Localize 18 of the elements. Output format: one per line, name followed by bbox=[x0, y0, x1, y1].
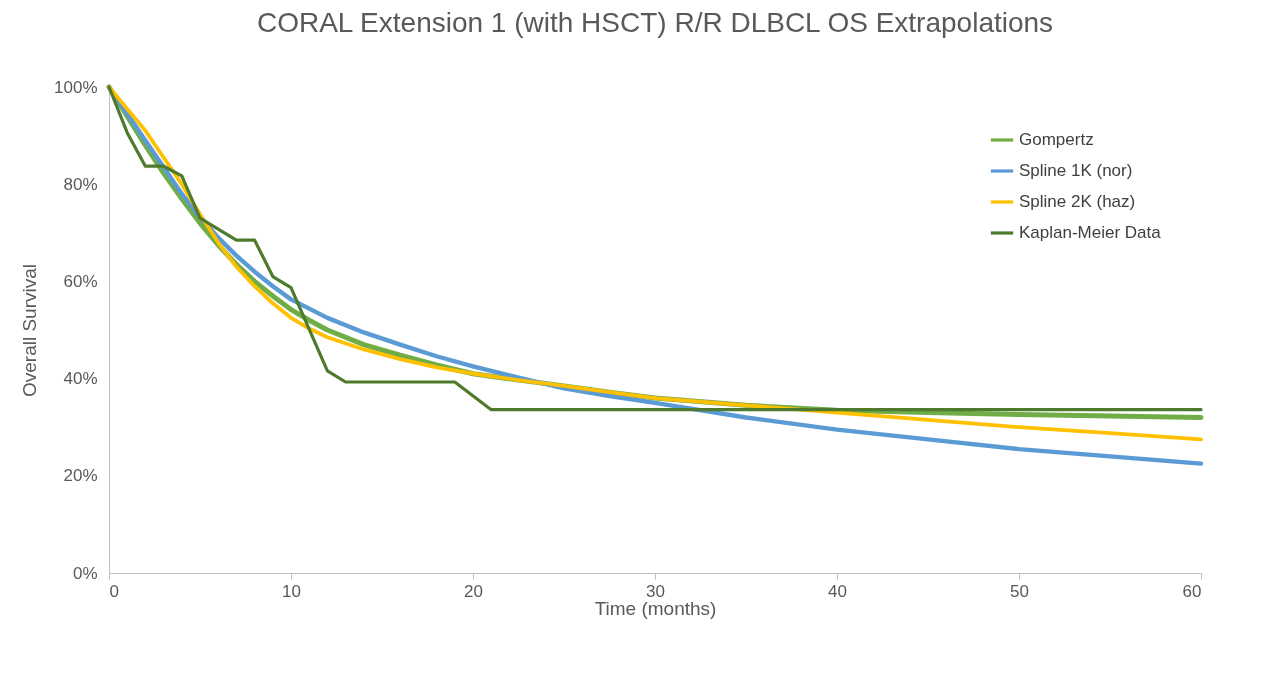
x-tick-label: 40 bbox=[828, 581, 847, 601]
y-tick-label: 40% bbox=[63, 369, 98, 389]
legend-label: Spline 2K (haz) bbox=[1019, 192, 1136, 211]
y-tick-label: 60% bbox=[63, 271, 98, 291]
chart-title: CORAL Extension 1 (with HSCT) R/R DLBCL OS Extrapolations bbox=[256, 7, 1054, 38]
legend-label: Spline 1K (nor) bbox=[1019, 161, 1133, 180]
x-tick-label: 20 bbox=[464, 581, 483, 601]
x-tick-label: 10 bbox=[282, 581, 301, 601]
x-tick-label: 50 bbox=[1010, 581, 1029, 601]
legend-label: Gompertz bbox=[1019, 130, 1094, 149]
y-axis-title: Overall Survival bbox=[19, 263, 41, 398]
y-tick-label: 80% bbox=[63, 174, 98, 194]
legend-label: Kaplan-Meier Data bbox=[1019, 223, 1162, 242]
x-tick-label: 0 bbox=[109, 581, 119, 601]
y-tick-label: 20% bbox=[63, 466, 98, 486]
y-tick-label: 100% bbox=[54, 77, 98, 97]
x-tick-label: 60 bbox=[1182, 581, 1202, 601]
y-tick-label: 0% bbox=[72, 563, 98, 583]
